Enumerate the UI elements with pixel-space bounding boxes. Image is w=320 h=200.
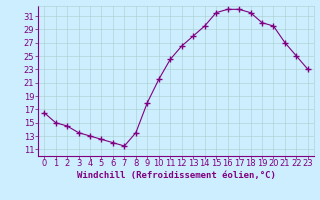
X-axis label: Windchill (Refroidissement éolien,°C): Windchill (Refroidissement éolien,°C) <box>76 171 276 180</box>
